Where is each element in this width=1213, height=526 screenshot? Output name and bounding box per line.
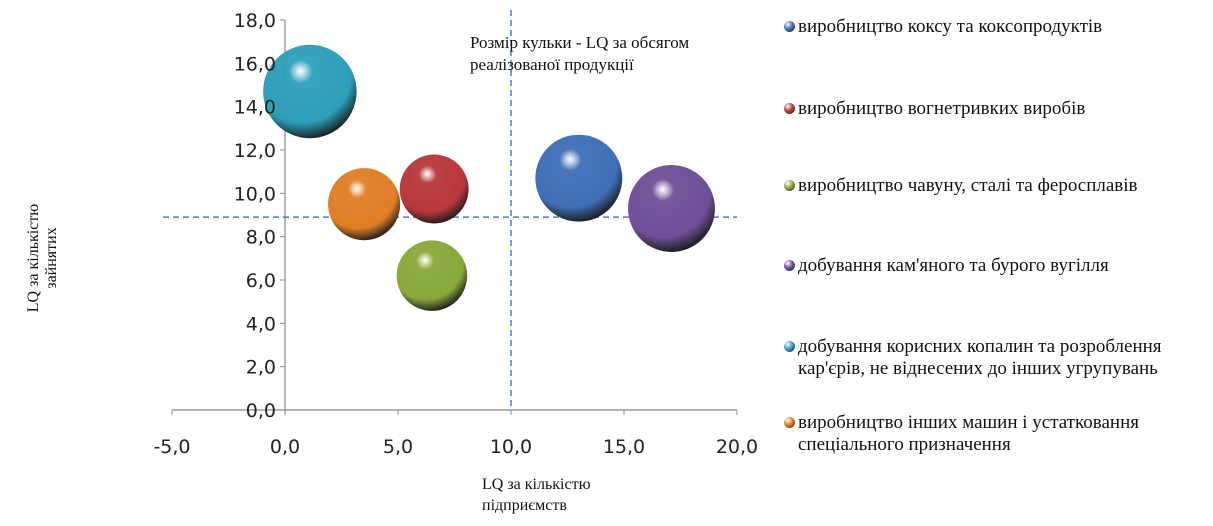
legend-item: добування кам'яного та бурого вугілля — [784, 255, 1209, 277]
bubble-1 — [535, 134, 623, 222]
y-tick-label: 8,0 — [246, 227, 276, 249]
legend-label: добування корисних копалин та розробленн… — [798, 336, 1162, 379]
legend-marker — [784, 341, 795, 352]
x-tick-label: 20,0 — [716, 436, 758, 458]
bubbles — [263, 44, 715, 311]
bubble-5 — [263, 44, 357, 139]
y-tick-label: 14,0 — [234, 97, 276, 119]
legend-marker — [784, 260, 795, 271]
legend-marker — [784, 103, 795, 114]
x-tick-label: -5,0 — [153, 436, 190, 458]
legend-marker — [784, 417, 795, 428]
legend-label: виробництво вогнетривких виробів — [798, 98, 1086, 119]
tick-labels: -5,0 0,0 5,0 10,0 15,0 20,0 0,0 2,0 4,0 6,0 8,0 10,… — [153, 10, 758, 458]
legend-marker — [784, 180, 795, 191]
y-tick-label: 10,0 — [234, 183, 276, 205]
legend-label: виробництво коксу та коксопродуктів — [798, 16, 1103, 37]
y-tick-label: 16,0 — [234, 53, 276, 75]
y-tick-label: 12,0 — [234, 140, 276, 162]
x-tick-label: 10,0 — [490, 436, 532, 458]
y-axis-label: LQ за кількістюзайнятих — [25, 204, 60, 313]
reference-lines — [163, 10, 737, 410]
bubble-6 — [328, 168, 401, 241]
legend-item: виробництво вогнетривких виробів — [784, 98, 1209, 120]
legend-label: виробництво чавуну, сталі та феросплавів — [798, 175, 1138, 196]
legend-item: виробництво чавуну, сталі та феросплавів — [784, 175, 1209, 197]
x-axis-label: LQ за кількістю підприємств — [482, 476, 591, 514]
y-tick-label: 0,0 — [246, 400, 276, 422]
legend-item: виробництво інших машин і устатковання с… — [784, 412, 1209, 456]
legend-item: виробництво коксу та коксопродуктів — [784, 16, 1209, 38]
y-tick-label: 2,0 — [246, 357, 276, 379]
y-tick-label: 6,0 — [246, 270, 276, 292]
legend-label: добування кам'яного та бурого вугілля — [798, 255, 1109, 276]
bubble-4 — [628, 165, 715, 252]
y-tick-label: 18,0 — [234, 10, 276, 32]
legend-label: виробництво інших машин і устатковання с… — [798, 412, 1139, 455]
legend-marker — [784, 21, 795, 32]
bubble-3 — [396, 240, 468, 311]
x-tick-label: 15,0 — [603, 436, 645, 458]
y-tick-label: 4,0 — [246, 313, 276, 335]
legend-item: добування корисних копалин та розробленн… — [784, 336, 1209, 380]
x-tick-label: 0,0 — [270, 436, 300, 458]
x-tick-label: 5,0 — [383, 436, 413, 458]
bubble-2 — [399, 154, 469, 224]
bubble-size-annotation: Розмір кульки - LQ за обсягом реалізовано… — [470, 33, 689, 74]
